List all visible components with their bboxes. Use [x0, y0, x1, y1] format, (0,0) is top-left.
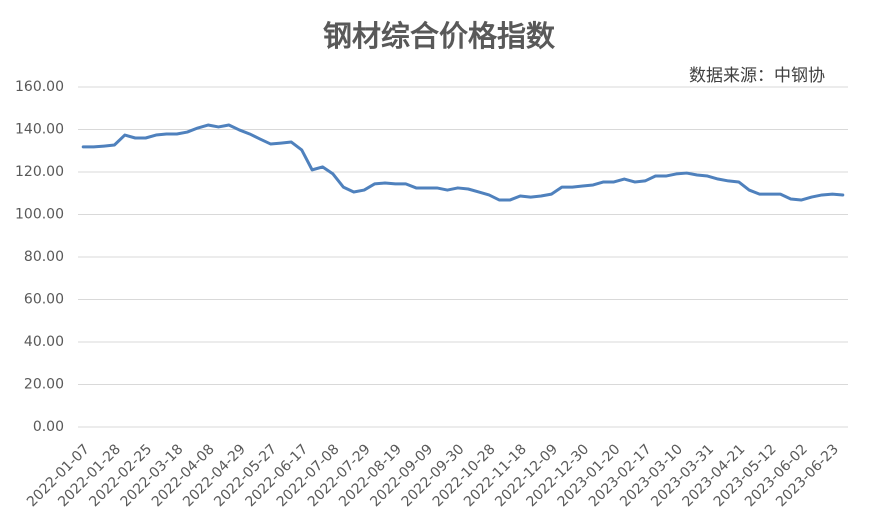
y-tick-label: 0.00 [33, 419, 64, 435]
chart-title: 钢材综合价格指数 [323, 19, 556, 53]
y-tick-label: 60.00 [24, 292, 64, 308]
y-tick-label: 20.00 [24, 377, 64, 393]
y-tick-label: 80.00 [24, 249, 64, 265]
source-note: 数据来源：中钢协 [689, 66, 825, 86]
y-tick-label: 160.00 [15, 79, 64, 95]
data-line [81, 123, 845, 202]
y-tick-label: 140.00 [15, 122, 64, 138]
y-tick-label: 100.00 [15, 207, 64, 223]
y-tick-label: 40.00 [24, 334, 64, 350]
y-tick-label: 120.00 [15, 164, 64, 180]
